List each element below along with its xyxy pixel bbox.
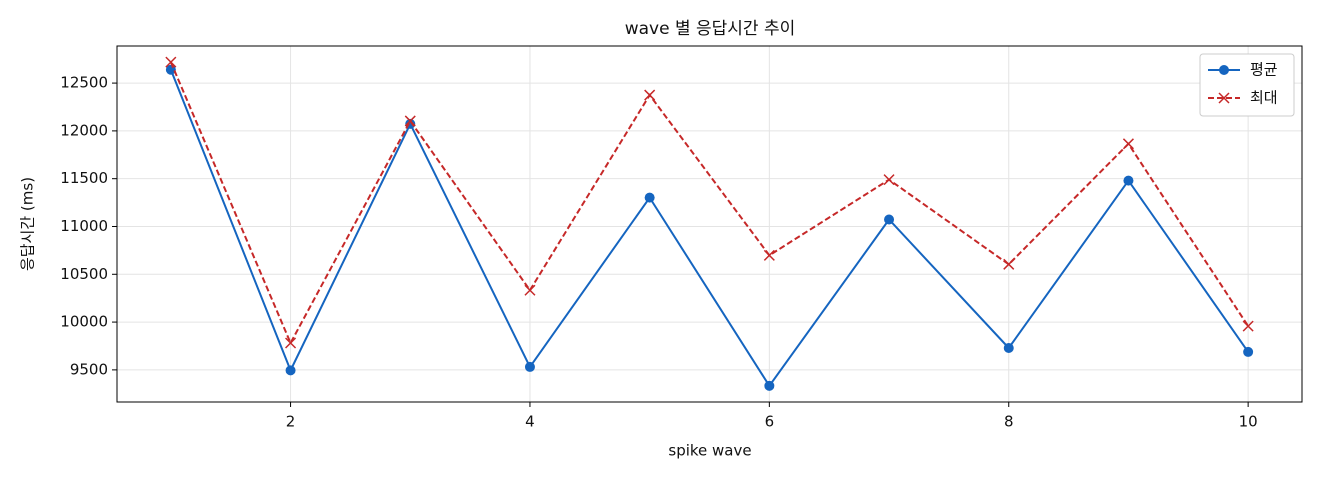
series-line [169,69,1249,388]
y-tick-label: 11000 [60,217,108,235]
y-tick-label: 10500 [60,265,108,283]
point [1003,342,1014,353]
y-axis-label: 응답시간 (ms) [19,177,37,271]
x-axis-label: spike wave [668,442,751,460]
legend-label: 평균 [1250,61,1278,79]
x-tick-label: 8 [1004,413,1014,431]
legend-label: 최대 [1250,89,1278,107]
y-tick-label: 10000 [60,313,108,331]
point [1122,138,1134,150]
legend-marker [1219,65,1229,75]
grid [117,46,1302,402]
point [1243,346,1254,357]
x-tick-label: 6 [765,413,775,431]
point [285,365,296,376]
plot [165,56,1254,391]
y-tick-label: 9500 [70,360,108,378]
point [644,89,656,101]
point [524,361,535,372]
y-tick-label: 12000 [60,121,108,139]
y-tick-label: 12500 [60,74,108,92]
point [1123,175,1134,186]
point [1003,258,1015,270]
point [524,284,536,296]
x-tick-label: 10 [1239,413,1258,431]
point [1242,320,1254,332]
legend-box [1199,53,1295,117]
series-line [169,61,1249,346]
point [883,174,895,186]
point [644,192,655,203]
point [763,249,775,261]
point [285,337,297,349]
x-tick-label: 4 [525,413,535,431]
y-tick-label: 11500 [60,169,108,187]
point [884,214,895,225]
plot-frame [116,45,1303,403]
point [165,56,177,68]
point [404,115,416,127]
legend-marker [1218,92,1230,104]
chart-title: wave 별 응답시간 추이 [625,19,796,39]
x-tick-label: 2 [286,413,296,431]
point [764,380,775,391]
